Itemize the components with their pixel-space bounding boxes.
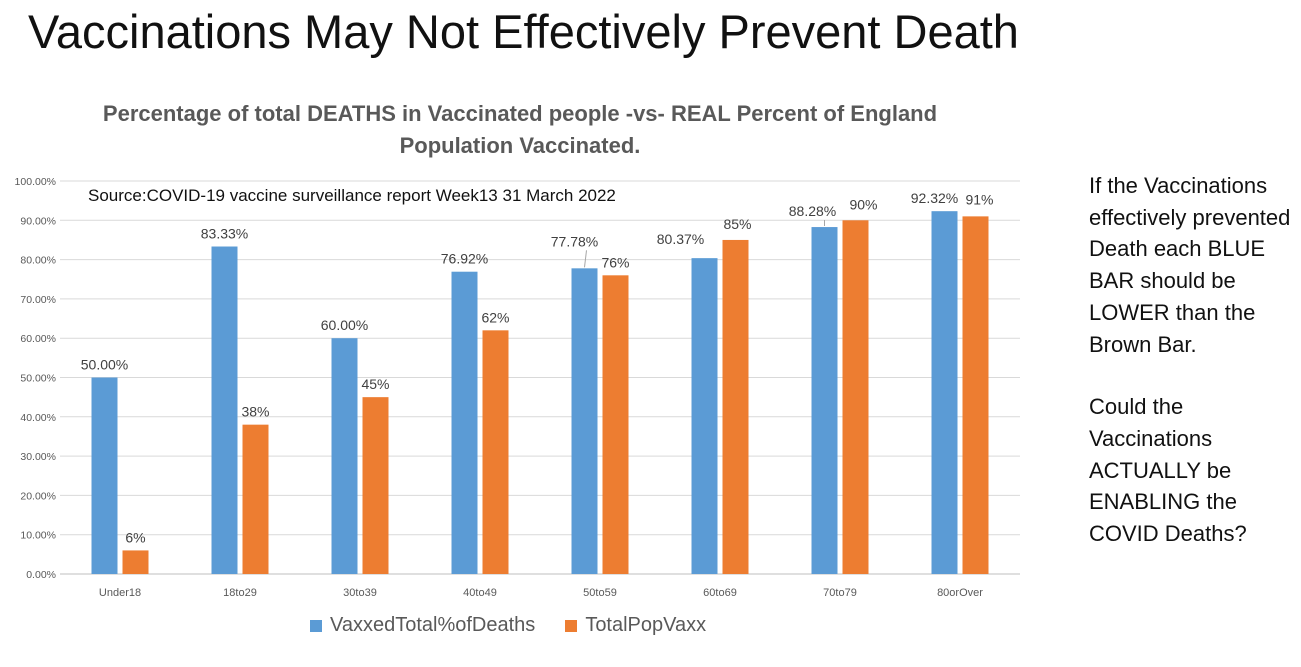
bar-vaxxed-deaths <box>811 227 838 574</box>
y-tick-label: 100.00% <box>15 176 56 188</box>
y-tick-label: 70.00% <box>20 294 56 306</box>
data-label: 83.33% <box>201 226 248 242</box>
bar-total-pop-vaxx <box>842 220 869 575</box>
data-label: 45% <box>361 376 389 392</box>
y-tick-label: 80.00% <box>20 255 56 267</box>
legend-item-vaxxed-deaths: VaxxedTotal%ofDeaths <box>310 614 535 637</box>
data-label: 76% <box>601 254 629 270</box>
legend-label-vaxxed-deaths: VaxxedTotal%ofDeaths <box>330 614 536 636</box>
slide-title: Vaccinations May Not Effectively Prevent… <box>28 5 1019 58</box>
bar-total-pop-vaxx <box>602 275 629 574</box>
leader-lines <box>584 220 825 268</box>
data-label: 60.00% <box>321 317 368 333</box>
x-tick-label: 80orOver <box>937 587 983 599</box>
legend-swatch-orange <box>565 619 578 632</box>
bars <box>91 211 989 575</box>
data-label: 76.92% <box>441 251 488 267</box>
bar-total-pop-vaxx <box>962 216 989 574</box>
side-note-paragraph-1: If the Vaccinations effectively prevente… <box>1089 173 1291 357</box>
chart-title: Percentage of total DEATHS in Vaccinated… <box>102 101 938 158</box>
legend: VaxxedTotal%ofDeaths TotalPopVaxx <box>310 614 706 637</box>
data-label: 80.37% <box>657 231 704 247</box>
y-tick-label: 20.00% <box>20 490 56 502</box>
bar-total-pop-vaxx <box>242 424 269 574</box>
y-tick-label: 30.00% <box>20 451 56 463</box>
legend-label-total-pop-vaxx: TotalPopVaxx <box>585 614 707 636</box>
x-tick-label: 30to39 <box>343 587 377 599</box>
bar-vaxxed-deaths <box>331 338 358 574</box>
data-label: 92.32% <box>911 190 958 206</box>
y-tick-label: 0.00% <box>26 569 56 581</box>
leader-line <box>584 250 587 268</box>
legend-item-total-pop-vaxx: TotalPopVaxx <box>565 614 706 637</box>
data-labels: 50.00% 6% 83.33% 38% 60.00% 45% 76.92% 62% 77.78… <box>81 190 994 545</box>
data-label: 6% <box>125 529 145 545</box>
bar-vaxxed-deaths <box>691 258 718 574</box>
bar-vaxxed-deaths <box>451 271 478 574</box>
legend-swatch-blue <box>310 619 322 632</box>
x-tick-label: 40to49 <box>463 587 497 599</box>
data-label: 88.28% <box>789 203 836 219</box>
bar-vaxxed-deaths <box>571 268 598 574</box>
y-tick-label: 10.00% <box>20 530 56 542</box>
bar-vaxxed-deaths <box>91 377 118 574</box>
bar-total-pop-vaxx <box>722 239 749 574</box>
data-label: 38% <box>241 404 269 420</box>
x-tick-label: 70to79 <box>823 587 857 599</box>
data-label: 62% <box>481 309 509 325</box>
side-note-paragraph-2: Could the Vaccinations ACTUALLY be ENABL… <box>1089 394 1247 547</box>
data-label: 77.78% <box>551 233 598 249</box>
bar-total-pop-vaxx <box>362 397 389 574</box>
bar-vaxxed-deaths <box>931 211 958 574</box>
x-axis: Under18 18to29 30to39 40to49 50to59 60to69 70t… <box>99 587 983 599</box>
data-label: 50.00% <box>81 357 128 373</box>
bar-total-pop-vaxx <box>122 550 149 574</box>
y-axis: 0.00% 10.00% 20.00% 30.00% 40.00% 50.00% 60.00… <box>15 176 56 581</box>
bar-vaxxed-deaths <box>211 246 238 574</box>
x-tick-label: 18to29 <box>223 587 257 599</box>
data-label: 85% <box>723 216 751 232</box>
y-tick-label: 90.00% <box>20 215 56 227</box>
y-tick-label: 60.00% <box>20 333 56 345</box>
side-note: If the Vaccinations effectively prevente… <box>1089 170 1294 550</box>
x-tick-label: 50to59 <box>583 587 617 599</box>
x-tick-label: 60to69 <box>703 587 737 599</box>
y-tick-label: 40.00% <box>20 412 56 424</box>
source-annotation: Source:COVID-19 vaccine surveillance rep… <box>88 186 616 205</box>
bar-total-pop-vaxx <box>482 330 509 574</box>
data-label: 91% <box>965 191 993 207</box>
data-label: 90% <box>849 196 877 212</box>
y-tick-label: 50.00% <box>20 373 56 385</box>
x-tick-label: Under18 <box>99 587 141 599</box>
